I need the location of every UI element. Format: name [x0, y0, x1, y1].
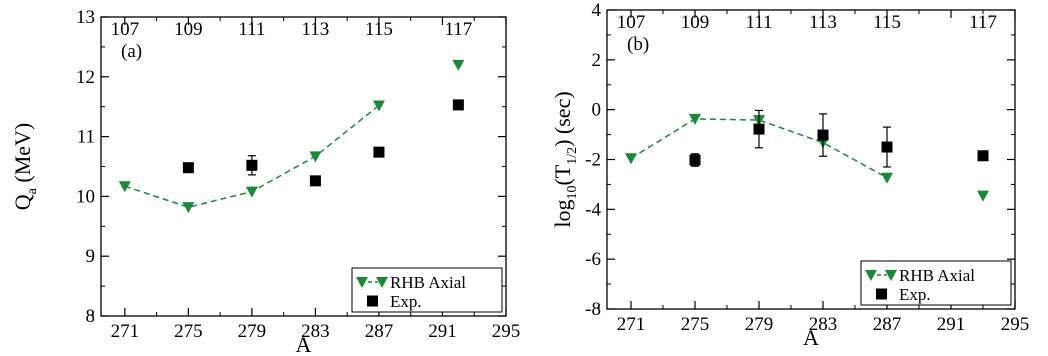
y-tick-label: 2 — [592, 50, 602, 71]
y-tick-label: -2 — [585, 150, 601, 171]
y-tick-label: 11 — [77, 127, 95, 148]
y-tick-label: 10 — [76, 186, 95, 207]
x-tick-label: 283 — [809, 314, 838, 335]
top-label: 117 — [969, 12, 997, 33]
y-tick-label: 13 — [76, 7, 95, 28]
y-axis-label-part: (T — [550, 164, 575, 185]
legend-marker-rhb-axial — [356, 277, 368, 288]
top-label: 115 — [365, 19, 393, 40]
legend-label-rhb-axial: RHB Axial — [899, 266, 975, 285]
top-label: 109 — [174, 19, 203, 40]
point-rhb-axial — [118, 181, 131, 193]
y-axis-label-part: ) (sec) — [550, 91, 575, 147]
point-exp — [817, 129, 829, 141]
point-rhb-axial — [182, 202, 195, 214]
top-label: 107 — [617, 12, 646, 33]
y-axis-label: Qa (MeV) — [10, 123, 40, 210]
point-exp — [182, 162, 194, 174]
y-tick-label: 8 — [86, 306, 96, 327]
point-rhb-axial — [977, 190, 989, 202]
series-line-rhb-axial — [630, 118, 888, 179]
top-label: 113 — [302, 19, 330, 40]
legend-marker-rhb-axial — [865, 270, 877, 281]
x-axis-label: A — [296, 332, 312, 356]
y-axis-label: log10(T1/2) (sec) — [550, 91, 580, 227]
x-tick-label: 283 — [301, 321, 330, 342]
x-tick-label: 271 — [617, 314, 646, 335]
legend-marker-exp — [367, 295, 378, 307]
x-tick-label: 291 — [937, 314, 966, 335]
top-label: 111 — [238, 19, 265, 40]
point-exp — [452, 99, 464, 111]
x-tick-label: 287 — [873, 314, 902, 335]
top-label: 115 — [873, 12, 901, 33]
x-tick-label: 271 — [111, 321, 140, 342]
y-tick-label: -6 — [585, 249, 601, 270]
y-tick-label: -4 — [585, 199, 601, 220]
y-tick-label: 4 — [592, 0, 602, 21]
point-exp — [309, 175, 321, 187]
point-exp — [881, 141, 893, 153]
legend-label-exp: Exp. — [390, 292, 422, 311]
point-rhb-axial — [372, 100, 385, 112]
top-label: 107 — [111, 19, 140, 40]
point-exp — [373, 146, 385, 158]
point-rhb-axial — [625, 153, 637, 165]
y-axis-label-part: log — [550, 200, 575, 228]
top-label: 109 — [681, 12, 710, 33]
legend-marker-exp — [876, 288, 887, 300]
x-tick-label: 287 — [365, 321, 394, 342]
point-rhb-axial — [245, 186, 258, 198]
top-label: 117 — [444, 19, 472, 40]
y-axis-label-part: (MeV) — [10, 123, 35, 188]
legend-label-rhb-axial: RHB Axial — [390, 273, 466, 292]
x-tick-label: 275 — [174, 321, 203, 342]
point-exp — [753, 123, 765, 135]
chart-panel-a: 271 275 279 283 287 291 295 8 9 10 11 12 13 A Qa (MeV)… — [10, 7, 520, 356]
point-exp — [689, 154, 701, 166]
y-axis-label-part: Q — [10, 194, 35, 210]
point-rhb-axial — [452, 59, 465, 71]
y-axis-label-part: a — [25, 187, 40, 194]
x-tick-label: 279 — [238, 321, 267, 342]
y-tick-label: 9 — [86, 246, 96, 267]
x-tick-label: 279 — [745, 314, 774, 335]
y-axis-label-part: 1/2 — [565, 147, 580, 165]
legend-marker-rhb-axial — [376, 277, 388, 288]
top-label: 111 — [745, 12, 772, 33]
y-tick-label: 0 — [592, 100, 602, 121]
x-tick-label: 295 — [492, 321, 521, 342]
top-label: 113 — [809, 12, 837, 33]
point-rhb-axial — [689, 113, 701, 125]
y-tick-label: -8 — [585, 299, 601, 320]
legend-label-exp: Exp. — [899, 285, 931, 304]
point-rhb-axial — [881, 172, 893, 184]
x-tick-label: 291 — [428, 321, 457, 342]
point-exp — [246, 159, 258, 171]
legend-marker-rhb-axial — [885, 270, 897, 281]
chart-panel-b: 271 275 279 283 287 291 295 -8 -6 -4 -2 0 2 4 Alog10(T… — [550, 0, 1029, 350]
point-rhb-axial — [309, 151, 322, 163]
x-tick-label: 275 — [681, 314, 710, 335]
x-tick-label: 295 — [1001, 314, 1030, 335]
panel-label: (a) — [121, 41, 142, 62]
panel-label: (b) — [627, 34, 649, 55]
point-exp — [977, 150, 989, 162]
y-tick-label: 12 — [76, 67, 95, 88]
x-axis-label: A — [803, 325, 819, 350]
y-axis-label-part: 10 — [565, 186, 580, 200]
